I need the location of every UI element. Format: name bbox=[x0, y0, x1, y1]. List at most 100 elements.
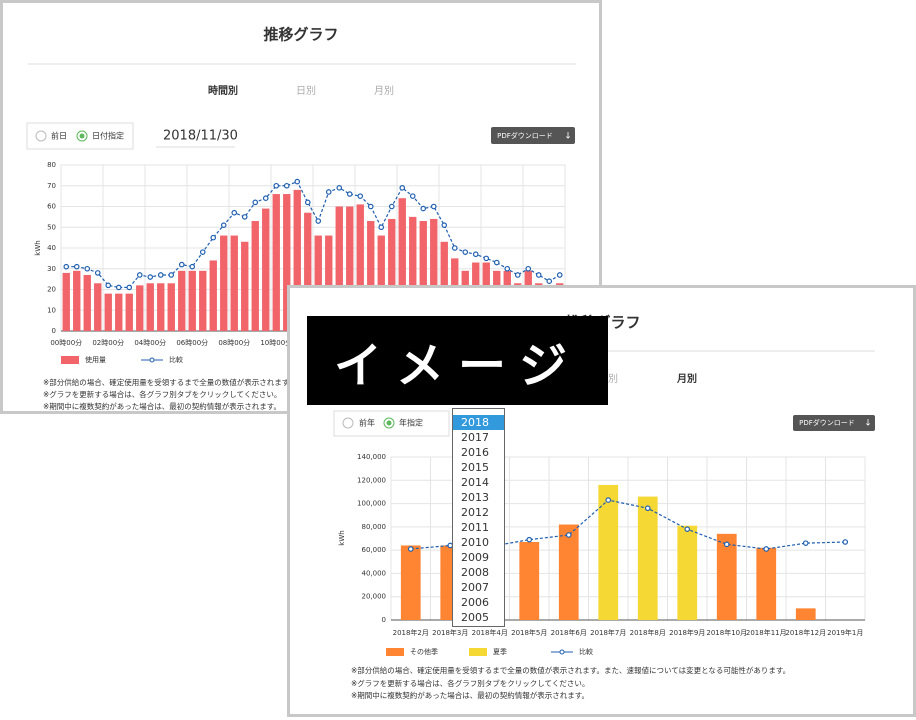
tab[interactable]: 時間別 bbox=[208, 84, 238, 97]
x-tick-label: 06時00分 bbox=[176, 338, 208, 347]
legend-swatch bbox=[386, 648, 404, 656]
radio-label: 前日 bbox=[51, 131, 67, 141]
pdf-icon: ↓ bbox=[864, 419, 872, 429]
point bbox=[273, 182, 280, 189]
y-tick-label: 0 bbox=[52, 327, 56, 335]
y-tick-label: 10 bbox=[47, 306, 56, 314]
radio[interactable] bbox=[342, 417, 354, 429]
y-axis-label: kWh bbox=[34, 240, 42, 255]
dropdown-option[interactable]: 2006 bbox=[461, 596, 489, 609]
dropdown-option[interactable]: 2005 bbox=[461, 611, 489, 624]
point bbox=[407, 546, 414, 552]
point bbox=[842, 539, 849, 545]
point bbox=[684, 526, 691, 532]
dropdown-option[interactable]: 2012 bbox=[461, 506, 489, 519]
bar bbox=[199, 270, 207, 331]
bar bbox=[125, 293, 133, 331]
dropdown-option[interactable]: 2015 bbox=[461, 461, 489, 474]
bar bbox=[262, 208, 270, 331]
point bbox=[105, 282, 112, 289]
dropdown-option[interactable]: 2008 bbox=[461, 566, 489, 579]
point bbox=[493, 259, 500, 266]
point bbox=[231, 209, 238, 216]
y-tick-label: 40 bbox=[47, 244, 56, 252]
point bbox=[178, 261, 185, 268]
bar bbox=[157, 283, 165, 331]
radio[interactable] bbox=[35, 130, 47, 142]
point bbox=[346, 191, 353, 197]
dropdown-option[interactable]: 2017 bbox=[461, 431, 489, 444]
point bbox=[357, 193, 364, 199]
point bbox=[441, 222, 448, 228]
point bbox=[73, 263, 80, 270]
y-tick-label: 20,000 bbox=[362, 593, 387, 601]
point bbox=[644, 505, 651, 512]
y-tick-label: 60,000 bbox=[362, 546, 387, 554]
bar bbox=[209, 260, 217, 331]
bar bbox=[716, 533, 737, 620]
point bbox=[556, 272, 563, 278]
point bbox=[136, 272, 143, 278]
legend-label: その他季 bbox=[410, 647, 438, 656]
point bbox=[514, 272, 521, 278]
bar bbox=[367, 221, 375, 331]
bar bbox=[598, 484, 619, 620]
point bbox=[199, 249, 206, 255]
dropdown-option[interactable]: 2010 bbox=[461, 536, 489, 549]
date[interactable]: 2018/11/30 bbox=[163, 129, 238, 144]
bar bbox=[335, 206, 343, 331]
bar bbox=[293, 189, 301, 331]
dropdown-option[interactable]: 2013 bbox=[461, 491, 489, 504]
x-tick-label: 2018年11月 bbox=[746, 628, 787, 637]
point bbox=[504, 265, 511, 272]
bar bbox=[356, 204, 364, 331]
radio-label: 年指定 bbox=[399, 418, 423, 428]
bar bbox=[346, 206, 354, 331]
y-tick-label: 140,000 bbox=[357, 453, 386, 461]
x-tick-label: 2018年9月 bbox=[669, 628, 705, 637]
y-tick-label: 20 bbox=[47, 286, 56, 294]
point bbox=[409, 193, 416, 199]
note: ※グラフを更新する場合は、各グラフ別タブをクリックしてください。 bbox=[351, 678, 589, 688]
legend-label: 比較 bbox=[579, 647, 593, 656]
note: ※部分供給の場合、確定使用量を受領するまで全量の数値が表示されます。また、速報値… bbox=[351, 665, 790, 675]
bar bbox=[756, 547, 777, 620]
point bbox=[388, 203, 395, 210]
pdf-button[interactable] bbox=[491, 127, 575, 144]
pdf-icon: ↓ bbox=[564, 132, 572, 142]
bar bbox=[272, 194, 280, 331]
dropdown-option[interactable]: 2007 bbox=[461, 581, 489, 594]
dropdown-option[interactable]: 2011 bbox=[461, 521, 489, 534]
radio-box bbox=[333, 410, 450, 437]
year-dropdown[interactable]: 2018 2017 2016 2015 2014 2013 2012 2011 2010 2009… bbox=[452, 408, 505, 627]
bar bbox=[146, 283, 154, 331]
bar bbox=[314, 235, 322, 331]
note: ※グラフを更新する場合は、各グラフ別タブをクリックしてください。 bbox=[43, 389, 281, 399]
legend-label: 使用量 bbox=[85, 355, 106, 364]
legend-label: 比較 bbox=[169, 355, 183, 364]
bar bbox=[795, 608, 816, 620]
bar bbox=[637, 496, 658, 620]
tab[interactable]: 月別 bbox=[676, 372, 697, 385]
point bbox=[802, 540, 809, 546]
tab[interactable]: 月別 bbox=[374, 85, 394, 97]
tab[interactable]: 日別 bbox=[296, 85, 316, 97]
dropdown-option[interactable]: 2014 bbox=[461, 476, 489, 489]
bar bbox=[62, 272, 70, 331]
bar bbox=[430, 218, 438, 331]
point bbox=[378, 224, 385, 231]
point bbox=[605, 497, 612, 503]
dropdown-option[interactable]: 2018 bbox=[453, 415, 504, 430]
dropdown-option[interactable]: 2009 bbox=[461, 551, 489, 564]
x-tick-label: 10時00分 bbox=[260, 338, 292, 347]
point bbox=[420, 205, 427, 212]
pdf-button[interactable] bbox=[793, 415, 875, 431]
x-tick-label: 2018年2月 bbox=[393, 628, 429, 637]
point bbox=[399, 185, 406, 191]
point bbox=[252, 199, 259, 206]
point bbox=[157, 272, 164, 278]
point bbox=[262, 195, 269, 202]
y-tick-label: 0 bbox=[382, 616, 386, 624]
bar bbox=[178, 270, 186, 331]
dropdown-option[interactable]: 2016 bbox=[461, 446, 489, 459]
